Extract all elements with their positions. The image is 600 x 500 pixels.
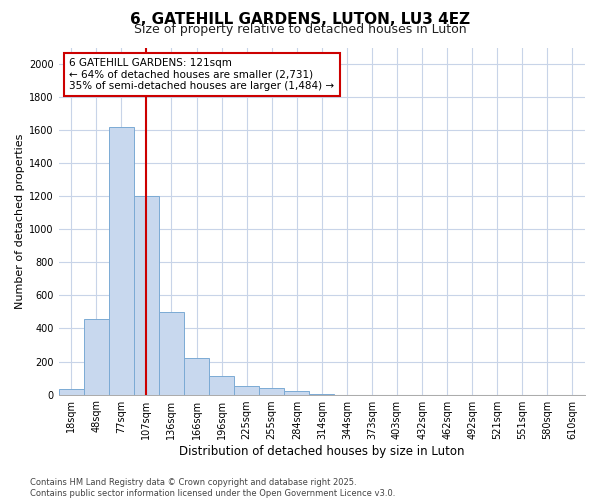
Text: Contains HM Land Registry data © Crown copyright and database right 2025.
Contai: Contains HM Land Registry data © Crown c… — [30, 478, 395, 498]
Y-axis label: Number of detached properties: Number of detached properties — [15, 134, 25, 308]
Bar — [209, 376, 234, 394]
Bar — [84, 320, 109, 394]
Bar — [159, 312, 184, 394]
Text: Size of property relative to detached houses in Luton: Size of property relative to detached ho… — [134, 22, 466, 36]
Text: 6, GATEHILL GARDENS, LUTON, LU3 4EZ: 6, GATEHILL GARDENS, LUTON, LU3 4EZ — [130, 12, 470, 28]
Bar — [259, 388, 284, 394]
Bar — [234, 386, 259, 394]
Bar — [109, 127, 134, 394]
Bar — [284, 392, 309, 394]
Bar — [134, 196, 159, 394]
Bar — [59, 389, 84, 394]
Bar — [184, 358, 209, 395]
Text: 6 GATEHILL GARDENS: 121sqm
← 64% of detached houses are smaller (2,731)
35% of s: 6 GATEHILL GARDENS: 121sqm ← 64% of deta… — [69, 58, 334, 91]
X-axis label: Distribution of detached houses by size in Luton: Distribution of detached houses by size … — [179, 444, 464, 458]
